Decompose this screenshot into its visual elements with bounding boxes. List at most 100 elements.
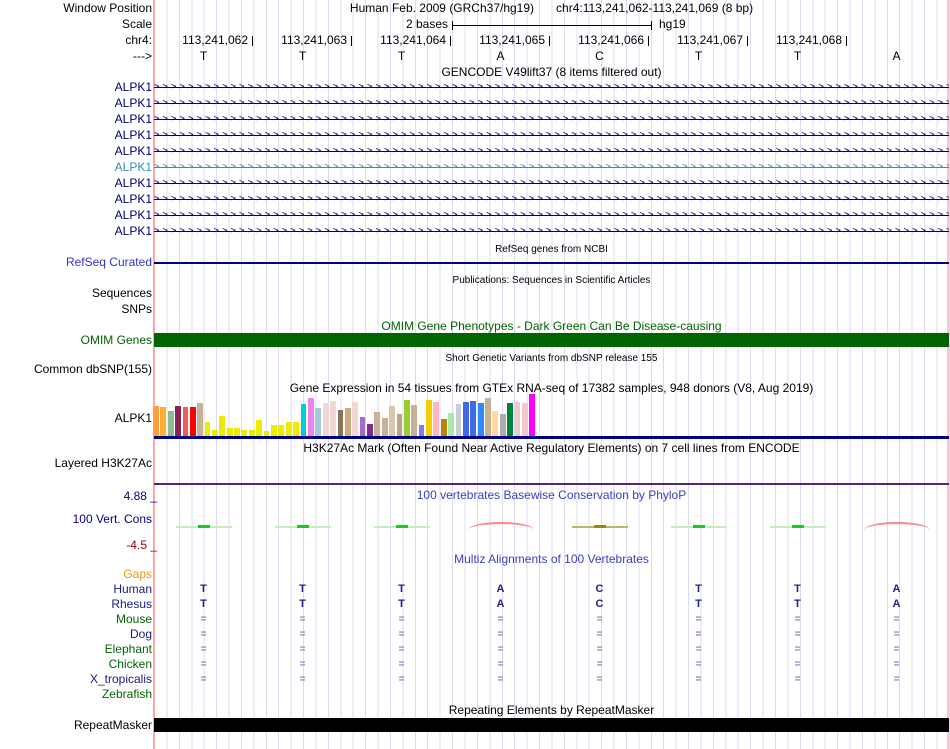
conservation-mark-peak <box>197 525 210 528</box>
gene-row-label[interactable]: ALPK1 <box>114 128 152 142</box>
strand-arrows: >>>>>>>>>>>>>>>>>>>>>>>>>>>>>>>>>>>>>>>>… <box>154 194 949 204</box>
track-title-omim[interactable]: OMIM Gene Phenotypes - Dark Green Can Be… <box>381 319 722 333</box>
gene-row[interactable]: >>>>>>>>>>>>>>>>>>>>>>>>>>>>>>>>>>>>>>>>… <box>154 114 949 125</box>
alignment-match-mark: = <box>299 644 306 655</box>
gene-row[interactable]: >>>>>>>>>>>>>>>>>>>>>>>>>>>>>>>>>>>>>>>>… <box>154 130 949 141</box>
track-label-gtex-gene[interactable]: ALPK1 <box>114 411 152 425</box>
alignment-species-label[interactable]: Zebrafish <box>101 687 152 701</box>
alignment-match-mark: = <box>200 659 207 670</box>
gtex-bar <box>529 394 536 436</box>
alignment-match-mark: = <box>497 644 504 655</box>
gene-line <box>154 151 949 152</box>
conservation-mark-negative <box>467 522 534 530</box>
gtex-bar <box>455 404 462 436</box>
track-label-h3k27ac[interactable]: Layered H3K27Ac <box>54 456 152 470</box>
coordinate-label: 113,241,067 <box>677 33 743 47</box>
gene-row-label[interactable]: ALPK1 <box>114 224 152 238</box>
gtex-bar <box>403 400 410 436</box>
coordinate-tick <box>549 36 550 46</box>
track-label-omim-genes[interactable]: OMIM Genes <box>80 333 152 347</box>
alignment-match-mark: = <box>794 614 801 625</box>
track-title-publications[interactable]: Publications: Sequences in Scientific Ar… <box>452 275 651 286</box>
gtex-bar <box>418 425 425 436</box>
alignment-species-label[interactable]: Human <box>113 582 152 596</box>
gene-row[interactable]: >>>>>>>>>>>>>>>>>>>>>>>>>>>>>>>>>>>>>>>>… <box>154 226 949 237</box>
alignment-species-label[interactable]: Rhesus <box>111 597 152 611</box>
conservation-mark-peak <box>395 525 408 528</box>
scale-bar-left-tick <box>452 21 453 30</box>
gtex-bar <box>477 403 484 436</box>
base-letter: A <box>496 49 505 63</box>
coordinate-tick <box>450 36 451 46</box>
alignment-match-mark: = <box>299 659 306 670</box>
track-title-refseq[interactable]: RefSeq genes from NCBI <box>495 244 608 255</box>
scale-label: Scale <box>121 17 152 31</box>
track-title-conservation[interactable]: 100 vertebrates Basewise Conservation by… <box>416 488 687 502</box>
gene-row-label[interactable]: ALPK1 <box>114 208 152 222</box>
gene-row-label[interactable]: ALPK1 <box>114 144 152 158</box>
gene-line <box>154 167 949 168</box>
gene-line <box>154 199 949 200</box>
gene-row[interactable]: >>>>>>>>>>>>>>>>>>>>>>>>>>>>>>>>>>>>>>>>… <box>154 162 949 173</box>
alignment-species-label[interactable]: Elephant <box>104 642 152 656</box>
repeatmasker-bar[interactable] <box>154 718 949 732</box>
gtex-bar <box>352 402 359 436</box>
strand-arrows: >>>>>>>>>>>>>>>>>>>>>>>>>>>>>>>>>>>>>>>>… <box>154 146 949 156</box>
alignment-species-label[interactable]: Dog <box>129 627 152 641</box>
track-title-h3k27ac[interactable]: H3K27Ac Mark (Often Found Near Active Re… <box>303 441 800 455</box>
strand-arrows: >>>>>>>>>>>>>>>>>>>>>>>>>>>>>>>>>>>>>>>>… <box>154 210 949 220</box>
track-title-repeatmasker[interactable]: Repeating Elements by RepeatMasker <box>448 703 655 717</box>
alignment-match-mark: = <box>200 629 207 640</box>
track-label-repeatmasker[interactable]: RepeatMasker <box>73 718 152 732</box>
gene-row[interactable]: >>>>>>>>>>>>>>>>>>>>>>>>>>>>>>>>>>>>>>>>… <box>154 98 949 109</box>
alignment-match-mark: = <box>398 629 405 640</box>
gene-row[interactable]: >>>>>>>>>>>>>>>>>>>>>>>>>>>>>>>>>>>>>>>>… <box>154 210 949 221</box>
gene-row[interactable]: >>>>>>>>>>>>>>>>>>>>>>>>>>>>>>>>>>>>>>>>… <box>154 178 949 189</box>
alignment-species-label[interactable]: Gaps <box>123 567 152 581</box>
alignment-species-label[interactable]: Chicken <box>108 657 152 671</box>
alignment-match-mark: = <box>497 629 504 640</box>
coordinate-tick <box>252 36 253 46</box>
alignment-match-mark: = <box>200 614 207 625</box>
alignment-match-mark: = <box>794 674 801 685</box>
alignment-base-letter: T <box>200 598 207 610</box>
conservation-mark-negative <box>863 522 930 530</box>
gene-row-label[interactable]: ALPK1 <box>114 160 152 174</box>
gene-row-label[interactable]: ALPK1 <box>114 192 152 206</box>
alignment-match-mark: = <box>893 659 900 670</box>
gene-row-label[interactable]: ALPK1 <box>114 112 152 126</box>
omim-gene-bar[interactable] <box>154 333 949 347</box>
gtex-bar <box>315 408 322 436</box>
alignment-base-letter: T <box>695 583 702 595</box>
track-title-gencode[interactable]: GENCODE V49lift37 (8 items filtered out) <box>441 65 662 79</box>
track-label-snps[interactable]: SNPs <box>121 302 152 316</box>
refseq-gene-line[interactable] <box>154 262 949 264</box>
alignment-base-letter: A <box>496 598 505 610</box>
base-letter: T <box>298 49 307 63</box>
track-left-guideline <box>153 0 155 749</box>
alignment-species-label[interactable]: X_tropicalis <box>89 672 152 686</box>
gene-row-label[interactable]: ALPK1 <box>114 176 152 190</box>
track-title-multiz[interactable]: Multiz Alignments of 100 Vertebrates <box>454 552 649 566</box>
gene-row[interactable]: >>>>>>>>>>>>>>>>>>>>>>>>>>>>>>>>>>>>>>>>… <box>154 146 949 157</box>
gene-row[interactable]: >>>>>>>>>>>>>>>>>>>>>>>>>>>>>>>>>>>>>>>>… <box>154 194 949 205</box>
coordinate-tick <box>351 36 352 46</box>
base-letter: C <box>595 49 604 63</box>
gtex-bar <box>322 403 329 436</box>
track-label-sequences[interactable]: Sequences <box>91 286 152 300</box>
track-title-dbsnp[interactable]: Short Genetic Variants from dbSNP releas… <box>445 353 658 364</box>
gtex-bar <box>433 402 440 436</box>
alignment-match-mark: = <box>893 614 900 625</box>
track-title-gtex[interactable]: Gene Expression in 54 tissues from GTEx … <box>289 381 814 395</box>
gene-row[interactable]: >>>>>>>>>>>>>>>>>>>>>>>>>>>>>>>>>>>>>>>>… <box>154 82 949 93</box>
track-label-conservation[interactable]: 100 Vert. Cons <box>72 512 152 526</box>
track-label-refseq-curated[interactable]: RefSeq Curated <box>65 255 152 269</box>
h3k27ac-baseline[interactable] <box>154 483 949 485</box>
track-label-common-dbsnp[interactable]: Common dbSNP(155) <box>33 362 152 376</box>
gtex-baseline[interactable] <box>154 436 949 439</box>
alignment-species-label[interactable]: Mouse <box>115 612 152 626</box>
gene-line <box>154 135 949 136</box>
gene-row-label[interactable]: ALPK1 <box>114 96 152 110</box>
gene-row-label[interactable]: ALPK1 <box>114 80 152 94</box>
alignment-match-mark: = <box>398 614 405 625</box>
